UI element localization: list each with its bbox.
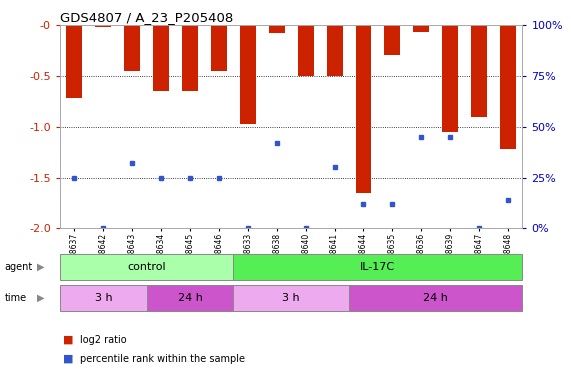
Bar: [443, 25, 458, 132]
Bar: [153, 25, 169, 91]
Bar: [269, 25, 285, 33]
Text: ■: ■: [63, 335, 73, 345]
Text: 24 h: 24 h: [423, 293, 448, 303]
Bar: [500, 25, 516, 149]
Text: GDS4807 / A_23_P205408: GDS4807 / A_23_P205408: [60, 12, 233, 25]
Text: 24 h: 24 h: [178, 293, 203, 303]
Text: time: time: [5, 293, 27, 303]
Bar: [95, 25, 111, 27]
Text: control: control: [127, 262, 166, 272]
Bar: [384, 25, 400, 56]
Text: ▶: ▶: [37, 293, 45, 303]
Text: ▶: ▶: [37, 262, 45, 272]
Text: ■: ■: [63, 354, 73, 364]
Bar: [66, 25, 82, 98]
Bar: [124, 25, 140, 71]
Bar: [356, 25, 371, 193]
Text: 3 h: 3 h: [95, 293, 112, 303]
Bar: [327, 25, 343, 76]
Bar: [413, 25, 429, 32]
Text: 3 h: 3 h: [283, 293, 300, 303]
Text: agent: agent: [5, 262, 33, 272]
Text: log2 ratio: log2 ratio: [80, 335, 127, 345]
Text: IL-17C: IL-17C: [360, 262, 396, 272]
Bar: [297, 25, 313, 76]
Bar: [240, 25, 256, 124]
Bar: [211, 25, 227, 71]
Text: percentile rank within the sample: percentile rank within the sample: [80, 354, 245, 364]
Bar: [471, 25, 487, 117]
Bar: [182, 25, 198, 91]
